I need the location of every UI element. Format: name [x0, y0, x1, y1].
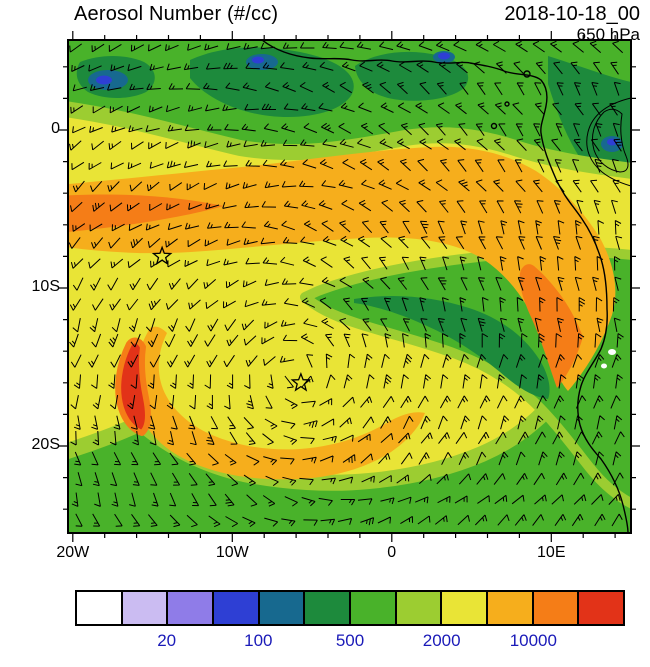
colorbar-cell-1 [122, 592, 169, 624]
y-axis-label: 20S [31, 436, 60, 453]
colorbar-cell-3 [214, 592, 260, 624]
colorbar-label: 2000 [422, 631, 461, 650]
island-outline-3 [490, 122, 498, 130]
colorbar-label: 20 [157, 631, 177, 650]
colorbar-labels: 20 100 500 2000 10000 [75, 631, 625, 657]
coastline [261, 40, 629, 533]
contour-deep-orange-west [68, 194, 224, 232]
y-axis-label: 10S [31, 278, 60, 295]
contour-white-speck-2 [601, 363, 607, 369]
x-axis-label: 20W [56, 544, 90, 561]
island-outline-1 [523, 70, 531, 78]
river-line [586, 97, 631, 187]
star-markers [151, 245, 312, 392]
contour-deep-orange-coast [519, 264, 583, 388]
colorbar-cell-4 [259, 592, 306, 624]
contour-darkgreen-core [354, 296, 550, 399]
colorbar-cell-11 [579, 592, 624, 624]
colorbar-cell-2 [168, 592, 215, 624]
axis-ticks [59, 31, 640, 542]
contour-white-speck-1 [608, 349, 616, 355]
colorbar-label: 500 [335, 631, 365, 650]
colorbar-cell-5 [305, 592, 352, 624]
plot-title: Aerosol Number (#/cc) [74, 3, 279, 25]
colorbar-cell-7 [396, 592, 443, 624]
plot-frame [67, 39, 632, 534]
colorbar-label: 10000 [509, 631, 557, 650]
contour-field [68, 40, 631, 533]
contour-blue-spot-3 [438, 52, 450, 60]
colorbar-label: 100 [244, 631, 273, 650]
colorbar-cell-10 [533, 592, 580, 624]
island-outline-2 [504, 101, 510, 107]
contour-darkgreen-1 [190, 47, 354, 118]
inland-water-outline [591, 108, 629, 173]
colorbar-cell-6 [351, 592, 397, 624]
colorbar [75, 590, 625, 626]
colorbar-cell-0 [77, 592, 123, 624]
y-axis-label: 0 [51, 120, 60, 137]
contour-blue-spot-1 [96, 75, 112, 85]
contour-blue-spot-2 [252, 56, 264, 64]
wind-barbs [68, 40, 625, 528]
colorbar-cell-9 [488, 592, 534, 624]
map-outlines [261, 40, 631, 533]
star-marker-2 [290, 371, 312, 392]
x-axis-label: 10E [537, 544, 566, 561]
x-axis-label: 10W [215, 544, 249, 561]
star-marker-1 [151, 245, 173, 266]
valid-datetime: 2018-10-18_00 [504, 3, 640, 25]
colorbar-cell-8 [442, 592, 489, 624]
x-axis-label: 0 [387, 544, 397, 561]
